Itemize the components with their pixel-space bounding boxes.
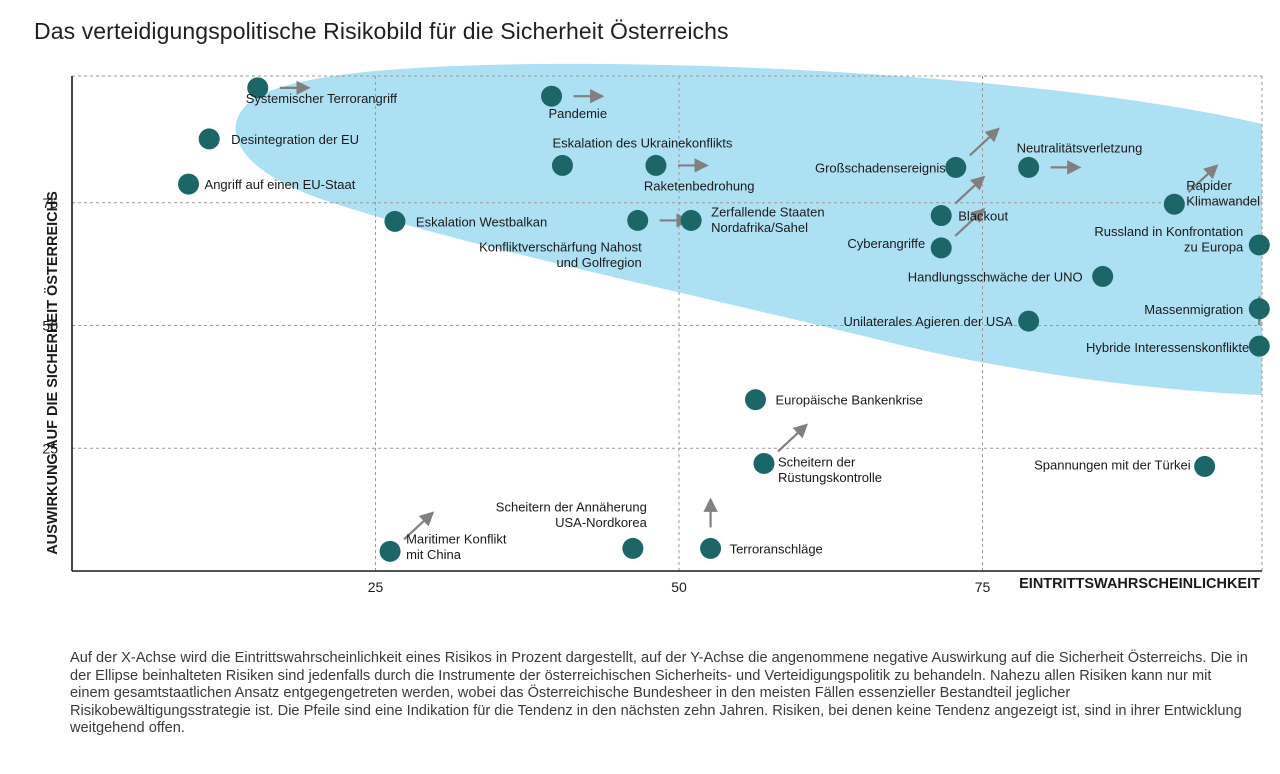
risk-point (541, 85, 563, 107)
risk-label: Eskalation des Ukrainekonflikts (552, 135, 732, 150)
risk-label: Russland in Konfrontation zu Europa (1094, 224, 1244, 255)
risk-point (744, 389, 766, 411)
trend-arrow (1187, 164, 1219, 194)
point-labels: Systemischer Terrorangriff Desintegration… (205, 91, 1261, 562)
trend-arrows (279, 80, 1267, 541)
trend-arrow (777, 423, 809, 453)
risk-label: Großschadensereignis (815, 160, 946, 175)
y-tick-label: 50 (42, 318, 58, 334)
risk-point (551, 154, 573, 176)
risk-point (1018, 156, 1040, 178)
trend-arrow (969, 127, 1000, 157)
risk-label: Hybride Interessenskonflikte (1086, 340, 1249, 355)
risk-label: Konfliktverschärfung Nahost und Golfregio… (479, 239, 642, 270)
data-points (178, 77, 1270, 562)
risk-label: Eskalation Westbalkan (416, 214, 547, 229)
risk-point (198, 128, 220, 150)
risk-point (700, 537, 722, 559)
risk-point (1248, 298, 1270, 320)
risk-point (1018, 310, 1040, 332)
risk-label: Europäische Bankenkrise (775, 393, 922, 408)
risk-point (622, 537, 644, 559)
risk-point (247, 77, 269, 99)
x-tick-label: 25 (368, 579, 384, 595)
x-tick-label: 75 (975, 579, 991, 595)
risk-label: Blackout (958, 209, 1008, 224)
risk-label: Unilaterales Agieren der USA (844, 314, 1013, 329)
tick-labels: 25 50 75 25 50 75 (42, 195, 990, 595)
trend-arrow (954, 175, 986, 205)
risk-point (1248, 335, 1270, 357)
risk-label: Cyberangriffe (847, 236, 925, 251)
grid-lines (72, 75, 1263, 571)
risk-point (1194, 455, 1216, 477)
risk-label: Spannungen mit der Türkei (1034, 457, 1191, 472)
risk-point (178, 173, 200, 195)
risk-label: Terroranschläge (730, 541, 823, 556)
risk-label: Neutralitätsverletzung (1017, 140, 1143, 155)
caption-text: Auf der X-Achse wird die Eintrittswahrsc… (70, 650, 1248, 737)
y-axis-label: AUSWIRKUNG AUF DIE SICHERHEIT ÖSTERREICH… (44, 191, 61, 555)
risk-label: Handlungsschwäche der UNO (908, 269, 1083, 284)
risk-point (680, 209, 702, 231)
risk-label: Scheitern der Rüstungskontrolle (778, 454, 882, 485)
risk-point (753, 452, 775, 474)
risk-point (945, 156, 967, 178)
y-tick-label: 75 (42, 195, 58, 211)
risk-scatter-chart: 25 50 75 25 50 75 Systemischer Terrorangriff D… (42, 63, 1270, 595)
risk-ellipse-region (235, 63, 1263, 396)
risk-point (627, 209, 649, 231)
axes (71, 76, 1262, 572)
risk-point (1163, 193, 1185, 215)
risk-point (379, 540, 401, 562)
x-tick-label: 50 (671, 579, 687, 595)
risk-label: Scheitern der Annäherung USA-Nordkorea (496, 499, 648, 530)
risk-point (1248, 234, 1270, 256)
risk-label: Angriff auf einen EU-Staat (205, 177, 356, 192)
risk-label: Raketenbedrohung (644, 178, 755, 193)
risk-label: Maritimer Konflikt mit China (406, 531, 507, 562)
x-axis-label: EINTRITTSWAHRSCHEINLICHKEIT (1019, 576, 1260, 592)
trend-arrow (954, 207, 986, 237)
risk-label: Systemischer Terrorangriff (246, 91, 398, 106)
risk-label: Zerfallende Staaten Nordafrika/Sahel (711, 204, 824, 235)
trend-arrow (403, 511, 435, 541)
risk-point (930, 237, 952, 259)
risk-label: Rapider Klimawandel (1186, 178, 1260, 209)
risk-label: Massenmigration (1144, 302, 1243, 317)
risk-label: Pandemie (549, 106, 608, 121)
risk-label: Desintegration der EU (231, 132, 359, 147)
y-tick-label: 25 (42, 440, 58, 456)
risk-point (1092, 265, 1114, 287)
risk-point (930, 205, 952, 227)
risk-point (384, 210, 406, 232)
risk-point (645, 154, 667, 176)
chart-title: Das verteidigungspolitische Risikobild f… (34, 18, 729, 44)
